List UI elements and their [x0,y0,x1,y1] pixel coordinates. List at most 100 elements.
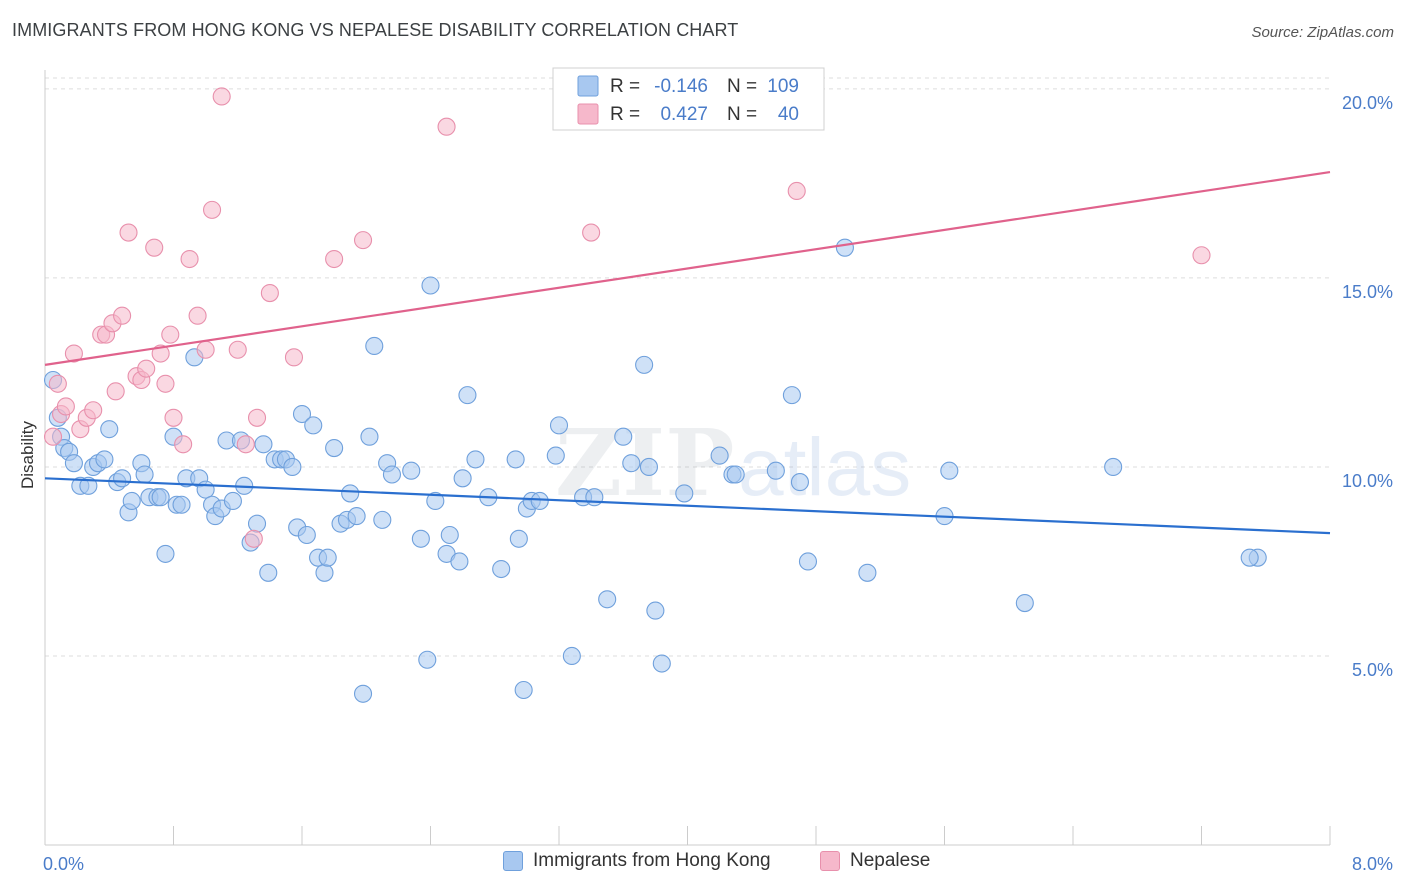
data-point-blue [421,276,440,295]
watermark: ZIP atlas [555,409,911,517]
data-point-blue [223,491,242,511]
data-point-pink [203,200,222,219]
data-point-blue [509,529,528,548]
data-point-pink [113,306,132,325]
legend-swatch-pink [820,851,840,871]
data-point-blue [652,654,671,673]
data-point-pink [64,344,83,363]
data-point-pink [284,348,304,367]
data-point-pink [260,283,279,303]
data-point-blue [247,514,267,533]
data-point-blue [95,450,114,469]
data-point-pink [212,87,231,106]
data-point-pink [196,340,215,359]
data-point-blue [675,484,694,503]
data-point-blue [100,420,119,439]
legend-r-label: R = [610,104,640,125]
legend-n-label: N = [727,104,757,125]
legend-label-nepalese: Nepalese [850,850,931,871]
data-point-pink [247,408,267,427]
legend-item-nepalese: Nepalese [820,850,930,872]
data-point-pink [188,306,207,325]
y-tick-label: 5.0% [1352,660,1393,680]
data-point-pink [43,427,63,446]
data-point-blue [790,473,809,492]
data-point-blue [440,525,459,545]
data-point-blue [325,438,344,458]
data-point-blue [79,476,98,495]
data-point-blue [283,457,302,477]
data-point-blue [411,529,430,548]
data-point-pink [787,181,806,201]
data-point-blue [782,386,801,405]
x-tick-label-min: 0.0% [43,854,84,874]
data-point-blue [304,416,323,435]
y-tick-label: 10.0% [1342,471,1393,491]
data-point-blue [365,336,384,356]
trend-lines [44,170,1331,535]
data-point-blue [492,559,511,579]
data-point-blue [360,427,379,446]
legend-swatch-blue [503,851,523,871]
data-point-blue [113,469,132,488]
data-point-blue [341,484,360,503]
data-point-pink [164,408,183,427]
legend-n-value: 109 [767,76,799,97]
data-point-pink [106,382,125,401]
data-point-pink [228,340,247,359]
watermark-atlas: atlas [738,422,911,513]
data-point-blue [858,563,877,582]
data-point-blue [598,590,617,609]
data-point-pink [437,117,456,136]
data-point-blue [1104,457,1123,477]
data-point-blue [347,507,366,526]
legend-r-label: R = [610,76,640,97]
data-point-blue [172,495,191,514]
data-point-blue [292,404,312,424]
data-point-pink [56,397,75,416]
y-axis-label: Disability [18,420,37,489]
data-point-blue [710,446,729,465]
legend-swatch-blue [577,75,599,97]
data-point-blue [585,488,604,507]
data-point-blue [546,446,565,465]
data-point-pink [119,223,138,242]
data-point-pink [161,325,180,344]
legend-stats: R = -0.146 N = 109 R = 0.427 N = 40 [552,67,825,131]
data-point-blue [64,454,83,473]
data-point-blue [297,525,316,545]
data-point-blue [635,355,654,374]
data-point-pink [582,223,601,242]
data-point-blue [646,601,665,620]
data-point-pink [145,238,164,257]
series-blue-points [43,238,1267,703]
data-point-blue [259,563,278,582]
series-pink-points [43,87,1211,548]
legend-n-value: 40 [778,104,799,125]
data-point-blue [135,465,154,484]
data-point-blue [466,450,485,469]
grid-layer [45,77,1330,657]
data-point-blue [726,465,745,484]
legend-label-hong-kong: Immigrants from Hong Kong [533,850,771,871]
data-point-blue [315,563,334,582]
legend-r-value: 0.427 [660,104,708,125]
data-point-pink [84,401,103,420]
data-point-pink [180,249,199,269]
data-point-blue [562,646,581,666]
trend-line-blue [44,477,1331,535]
data-point-blue [450,552,469,571]
data-point-blue [1015,593,1034,613]
data-point-blue [514,680,533,700]
data-point-blue [940,461,959,480]
data-point-pink [174,435,193,454]
data-point-blue [196,480,215,499]
data-point-blue [402,461,421,480]
data-point-pink [244,529,263,548]
data-point-blue [798,552,818,571]
trend-line-pink [44,170,1331,366]
data-point-blue [530,491,549,511]
bottom-legend: Immigrants from Hong Kong Nepalese [0,850,1406,880]
axes-layer: 5.0% 10.0% 15.0% 20.0% 0.0% 8.0% [43,70,1393,874]
